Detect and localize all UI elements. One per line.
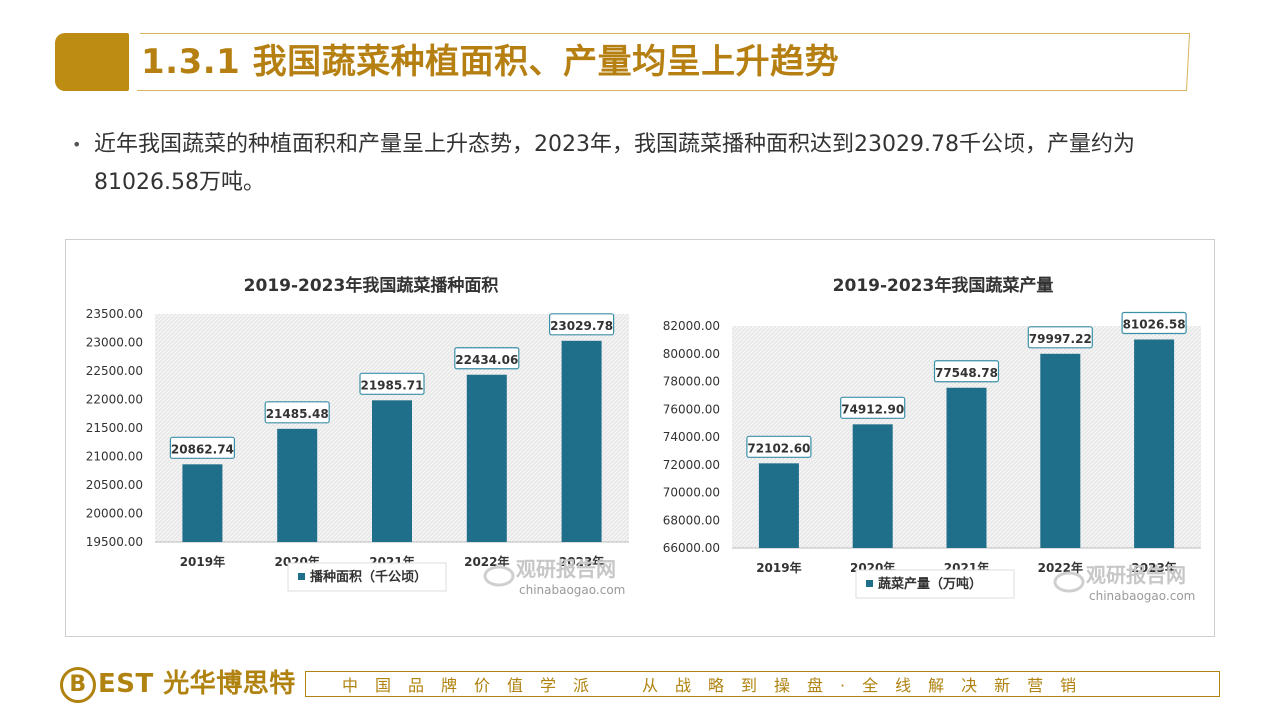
y-tick-label: 19500.00	[86, 535, 143, 549]
y-tick-label: 21500.00	[86, 421, 143, 435]
legend-box	[855, 569, 1015, 599]
legend-box	[287, 562, 447, 592]
x-tick-label: 2023年	[1131, 560, 1176, 575]
data-label-box	[549, 313, 615, 336]
data-label: 20862.74	[171, 442, 234, 456]
page-title: 1.3.1 我国蔬菜种植面积、产量均呈上升趋势	[141, 42, 840, 82]
slogan-left: 中国品牌价值学派	[342, 676, 607, 695]
logo-letter-mark: B	[60, 666, 96, 703]
bar	[182, 464, 223, 542]
chart-1: 2019-2023年我国蔬菜播种面积 19500.00 20000.00 20500.…	[86, 275, 629, 597]
watermark-logo-icon	[1053, 571, 1085, 593]
data-label-box	[840, 396, 906, 419]
data-label: 21985.71	[360, 378, 423, 392]
bar	[946, 387, 987, 548]
bar	[1134, 339, 1175, 548]
charts-svg: 2019-2023年我国蔬菜播种面积 19500.00 20000.00 20500.…	[86, 275, 1201, 603]
legend-swatch	[298, 573, 305, 580]
y-tick-label: 22000.00	[86, 393, 143, 407]
y-tick-label: 78000.00	[663, 375, 720, 389]
data-label-box	[454, 347, 520, 370]
footer-logo: B EST 光华博思特	[60, 664, 296, 704]
watermark-url: chinabaogao.com	[519, 583, 625, 597]
x-tick-label: 2019年	[180, 554, 225, 569]
summary-bullet: • 近年我国蔬菜的种植面积和产量呈上升态势，2023年，我国蔬菜播种面积达到23…	[72, 126, 1214, 202]
y-tick-label: 20500.00	[86, 478, 143, 492]
logo-text: EST 光华博思特	[98, 669, 296, 699]
data-label: 77548.78	[935, 366, 998, 380]
bullet-dot-icon: •	[72, 135, 82, 154]
y-tick-label: 76000.00	[663, 402, 720, 416]
slogan-right: 从战略到操盘·全线解决新营销	[642, 676, 1094, 695]
y-tick-label: 23000.00	[86, 336, 143, 350]
data-label-box	[1027, 326, 1093, 349]
y-tick-label: 20000.00	[86, 507, 143, 521]
bar	[758, 463, 799, 548]
x-tick-label: 2019年	[756, 560, 801, 575]
data-label: 22434.06	[455, 353, 518, 367]
data-label-box	[1121, 311, 1187, 335]
y-tick-label: 68000.00	[663, 513, 720, 527]
bar	[372, 400, 412, 542]
y-tick-label: 82000.00	[663, 319, 720, 333]
y-tick-label: 21000.00	[86, 450, 143, 464]
data-label: 72102.60	[747, 441, 810, 455]
x-tick-label: 2022年	[1038, 560, 1083, 575]
y-tick-label: 66000.00	[663, 541, 720, 555]
data-label-box	[933, 360, 1000, 383]
watermark-brand: 观研报告网	[516, 557, 616, 581]
summary-text: 近年我国蔬菜的种植面积和产量呈上升态势，2023年，我国蔬菜播种面积达到2302…	[94, 132, 1135, 195]
watermark-logo-icon	[483, 565, 515, 587]
data-label: 21485.48	[266, 407, 329, 421]
y-tick-label: 23500.00	[86, 307, 143, 321]
watermark-url: chinabaogao.com	[1089, 589, 1195, 603]
legend-label: 蔬菜产量（万吨）	[878, 576, 982, 592]
y-tick-label: 80000.00	[663, 347, 720, 361]
data-label-box	[359, 372, 425, 395]
chart-2: 2019-2023年我国蔬菜产量 66000.00 68000.00 70000.00…	[663, 275, 1201, 603]
data-label-box	[169, 436, 236, 459]
chart-title: 2019-2023年我国蔬菜播种面积	[244, 275, 499, 296]
header-accent-block	[55, 33, 129, 91]
y-tick-label: 22500.00	[86, 364, 143, 378]
data-label-box	[264, 401, 330, 424]
data-label: 74912.90	[841, 402, 904, 416]
y-tick-label: 70000.00	[663, 486, 720, 500]
legend-label: 播种面积（千公顷）	[310, 569, 427, 585]
bar	[1040, 353, 1081, 548]
x-tick-label: 2023年	[559, 554, 604, 569]
charts-panel: 2019-2023年我国蔬菜播种面积 19500.00 20000.00 20500.…	[65, 239, 1215, 637]
data-label: 79997.22	[1029, 332, 1092, 346]
legend-swatch	[866, 580, 873, 587]
x-tick-label: 2022年	[464, 554, 509, 569]
chart-title: 2019-2023年我国蔬菜产量	[833, 275, 1054, 296]
data-label-box	[746, 435, 812, 458]
data-label: 23029.78	[550, 319, 613, 333]
footer-slogan-bar: 中国品牌价值学派 从战略到操盘·全线解决新营销	[305, 671, 1220, 697]
watermark-brand: 观研报告网	[1086, 563, 1186, 587]
y-tick-label: 72000.00	[663, 458, 720, 472]
bar	[852, 424, 893, 548]
bar	[561, 340, 602, 542]
bar	[466, 374, 507, 542]
bar	[277, 428, 318, 542]
data-label: 81026.58	[1123, 318, 1186, 332]
y-tick-label: 74000.00	[663, 430, 720, 444]
